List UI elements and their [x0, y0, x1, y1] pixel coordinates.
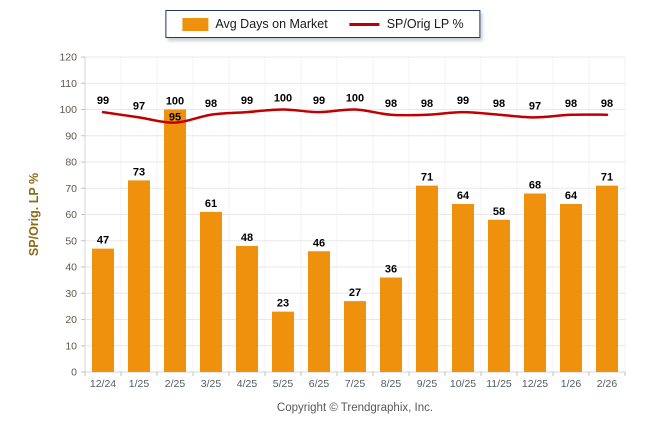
- bar-1/25: [128, 180, 150, 372]
- x-tick-label: 5/25: [273, 378, 294, 390]
- line-value-label: 98: [205, 98, 217, 110]
- legend-item-sp-orig-lp: SP/Orig LP %: [349, 17, 464, 31]
- x-tick-label: 6/25: [309, 378, 330, 390]
- y-tick-label: 0: [71, 367, 77, 379]
- bar-8/25: [380, 277, 402, 372]
- line-value-label: 99: [313, 95, 325, 107]
- trend-line: [101, 108, 609, 124]
- bar-value-label: 23: [277, 298, 289, 310]
- line-series-swatch-icon: [349, 22, 380, 26]
- bar-value-label: 100: [166, 96, 184, 108]
- legend-item-avg-days-on-market: Avg Days on Market: [182, 17, 328, 31]
- bar-6/25: [308, 251, 330, 372]
- line-value-label: 98: [601, 98, 613, 110]
- bar-12/25: [524, 193, 546, 372]
- bar-value-label: 71: [421, 172, 433, 184]
- line-value-label: 99: [241, 95, 253, 107]
- x-tick-label: 1/25: [129, 378, 150, 390]
- x-tick-label: 12/24: [90, 378, 116, 390]
- bar-value-label: 68: [529, 180, 541, 192]
- x-tick-label: 3/25: [201, 378, 222, 390]
- copyright-text: Copyright © Trendgraphix, Inc.: [276, 402, 434, 414]
- line-value-label: 98: [493, 98, 505, 110]
- y-axis-title: SP/Orig. LP %: [27, 173, 41, 256]
- x-tick-label: 2/26: [597, 378, 618, 390]
- bar-5/25: [272, 311, 294, 372]
- line-value-label: 97: [529, 100, 541, 112]
- bar-value-label: 58: [493, 206, 505, 218]
- line-value-label: 100: [274, 93, 292, 105]
- bar-series-swatch-icon: [182, 17, 209, 31]
- line-value-label: 99: [457, 95, 469, 107]
- x-tick-label: 11/25: [486, 378, 512, 390]
- bar-1/26: [560, 204, 582, 372]
- bar-12/24: [92, 248, 114, 372]
- x-tick-label: 12/25: [522, 378, 548, 390]
- x-tick-label: 1/26: [561, 378, 582, 390]
- y-tick-label: 110: [60, 78, 77, 90]
- line-value-label: 100: [346, 93, 364, 105]
- bar-value-label: 48: [241, 232, 253, 244]
- line-value-label: 97: [133, 100, 145, 112]
- line-value-label: 98: [421, 98, 433, 110]
- bar-2/26: [596, 185, 618, 372]
- y-tick-label: 30: [65, 288, 77, 300]
- bar-11/25: [488, 219, 510, 372]
- y-tick-label: 70: [65, 183, 77, 195]
- y-tick-label: 120: [59, 52, 77, 64]
- x-tick-label: 7/25: [345, 378, 366, 390]
- legend-label-sp-orig: SP/Orig LP %: [386, 17, 464, 31]
- y-tick-label: 10: [65, 340, 77, 352]
- bar-value-label: 61: [205, 198, 217, 210]
- bar-7/25: [344, 301, 366, 372]
- legend-label-avg-days: Avg Days on Market: [215, 17, 328, 31]
- bar-value-label: 27: [349, 287, 361, 299]
- x-tick-label: 2/25: [165, 378, 186, 390]
- y-tick-label: 50: [65, 235, 77, 247]
- bar-10/25: [452, 204, 474, 372]
- bar-value-label: 47: [97, 235, 109, 247]
- bar-value-label: 73: [133, 166, 145, 178]
- line-value-label: 98: [385, 98, 397, 110]
- line-value-label: 98: [565, 98, 577, 110]
- bar-3/25: [200, 211, 222, 372]
- y-tick-label: 80: [65, 157, 77, 169]
- x-tick-label: 10/25: [450, 378, 476, 390]
- bar-9/25: [416, 185, 438, 372]
- bar-value-label: 64: [565, 190, 578, 202]
- x-tick-label: 8/25: [381, 378, 402, 390]
- bar-2/25: [164, 109, 186, 372]
- y-tick-label: 90: [65, 130, 77, 142]
- line-value-label: 95: [169, 112, 181, 124]
- y-tick-label: 40: [65, 262, 77, 274]
- bar-4/25: [236, 246, 258, 372]
- legend: Avg Days on Market SP/Orig LP %: [165, 10, 481, 38]
- y-tick-label: 60: [65, 209, 77, 221]
- y-tick-label: 100: [59, 104, 77, 116]
- bar-value-label: 46: [313, 237, 325, 249]
- line-value-label: 99: [97, 95, 109, 107]
- y-tick-label: 20: [65, 314, 77, 326]
- bar-value-label: 36: [385, 264, 397, 276]
- x-tick-label: 4/25: [237, 378, 258, 390]
- x-tick-label: 9/25: [417, 378, 438, 390]
- bar-value-label: 71: [601, 172, 613, 184]
- bar-value-label: 64: [457, 190, 470, 202]
